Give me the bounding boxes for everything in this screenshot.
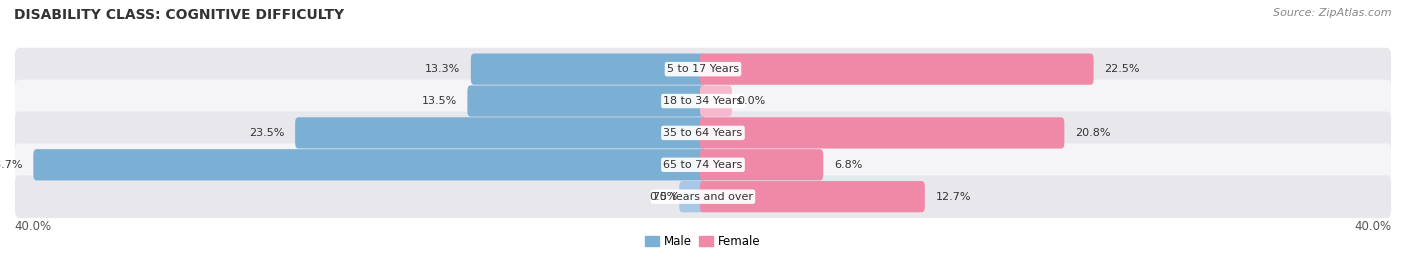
FancyBboxPatch shape xyxy=(700,117,1064,148)
FancyBboxPatch shape xyxy=(467,85,706,117)
Text: 13.5%: 13.5% xyxy=(422,96,457,106)
Text: 6.8%: 6.8% xyxy=(834,160,862,170)
FancyBboxPatch shape xyxy=(15,112,1391,154)
Text: 5 to 17 Years: 5 to 17 Years xyxy=(666,64,740,74)
Text: 35 to 64 Years: 35 to 64 Years xyxy=(664,128,742,138)
Text: 18 to 34 Years: 18 to 34 Years xyxy=(664,96,742,106)
FancyBboxPatch shape xyxy=(15,143,1391,186)
FancyBboxPatch shape xyxy=(700,54,1094,85)
FancyBboxPatch shape xyxy=(15,175,1391,218)
FancyBboxPatch shape xyxy=(700,149,824,180)
FancyBboxPatch shape xyxy=(471,54,706,85)
FancyBboxPatch shape xyxy=(15,80,1391,122)
Text: DISABILITY CLASS: COGNITIVE DIFFICULTY: DISABILITY CLASS: COGNITIVE DIFFICULTY xyxy=(14,8,344,22)
Text: 40.0%: 40.0% xyxy=(1355,220,1392,233)
FancyBboxPatch shape xyxy=(295,117,706,148)
FancyBboxPatch shape xyxy=(34,149,706,180)
Text: 12.7%: 12.7% xyxy=(935,192,972,202)
Text: 40.0%: 40.0% xyxy=(14,220,51,233)
Text: 20.8%: 20.8% xyxy=(1076,128,1111,138)
FancyBboxPatch shape xyxy=(679,181,706,212)
Text: 22.5%: 22.5% xyxy=(1104,64,1140,74)
Text: Source: ZipAtlas.com: Source: ZipAtlas.com xyxy=(1274,8,1392,18)
Text: 23.5%: 23.5% xyxy=(249,128,284,138)
Text: 38.7%: 38.7% xyxy=(0,160,22,170)
Text: 75 Years and over: 75 Years and over xyxy=(652,192,754,202)
FancyBboxPatch shape xyxy=(700,85,733,117)
Text: 13.3%: 13.3% xyxy=(425,64,460,74)
Legend: Male, Female: Male, Female xyxy=(641,230,765,253)
FancyBboxPatch shape xyxy=(700,181,925,212)
Text: 0.0%: 0.0% xyxy=(738,96,766,106)
Text: 65 to 74 Years: 65 to 74 Years xyxy=(664,160,742,170)
Text: 0.0%: 0.0% xyxy=(650,192,678,202)
FancyBboxPatch shape xyxy=(15,48,1391,90)
